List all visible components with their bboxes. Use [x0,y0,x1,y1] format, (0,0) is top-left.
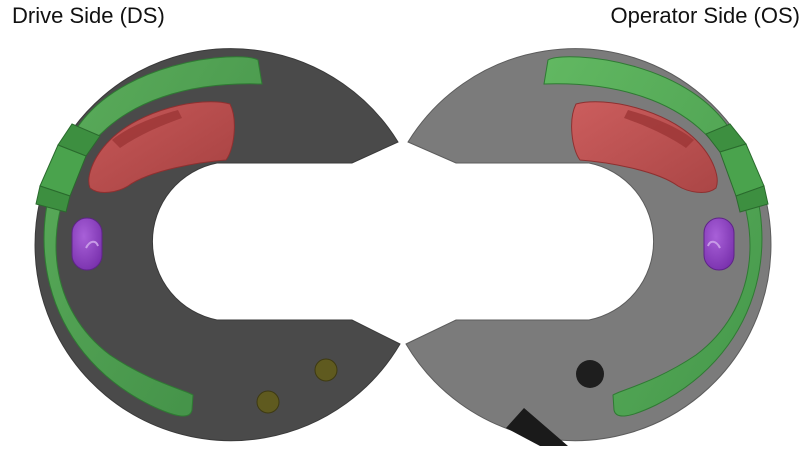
os-red-slot-inner-groove [624,110,694,148]
ds-track-clamp-block [35,123,101,213]
ds-purple-pin-highlight [85,240,99,249]
os-red-adjustment-slot [571,101,718,193]
os-purple-pin-highlight [707,240,721,249]
os-purple-locating-pin [703,217,735,271]
ds-olive-hole-lower [256,390,280,414]
os-bottom-dark-wedge [506,408,568,446]
drive-side-label: Drive Side (DS) [12,3,165,28]
ds-red-slot-inner-groove [112,110,182,148]
ds-olive-hole-upper [314,358,338,382]
operator-side-label: Operator Side (OS) [610,3,800,28]
os-track-clamp-block [705,123,769,213]
operator-side-plate [405,48,772,446]
ds-purple-locating-pin [71,217,103,271]
ds-red-adjustment-slot [88,101,235,193]
drive-side-plate [34,48,401,442]
os-dark-hole [576,360,604,388]
